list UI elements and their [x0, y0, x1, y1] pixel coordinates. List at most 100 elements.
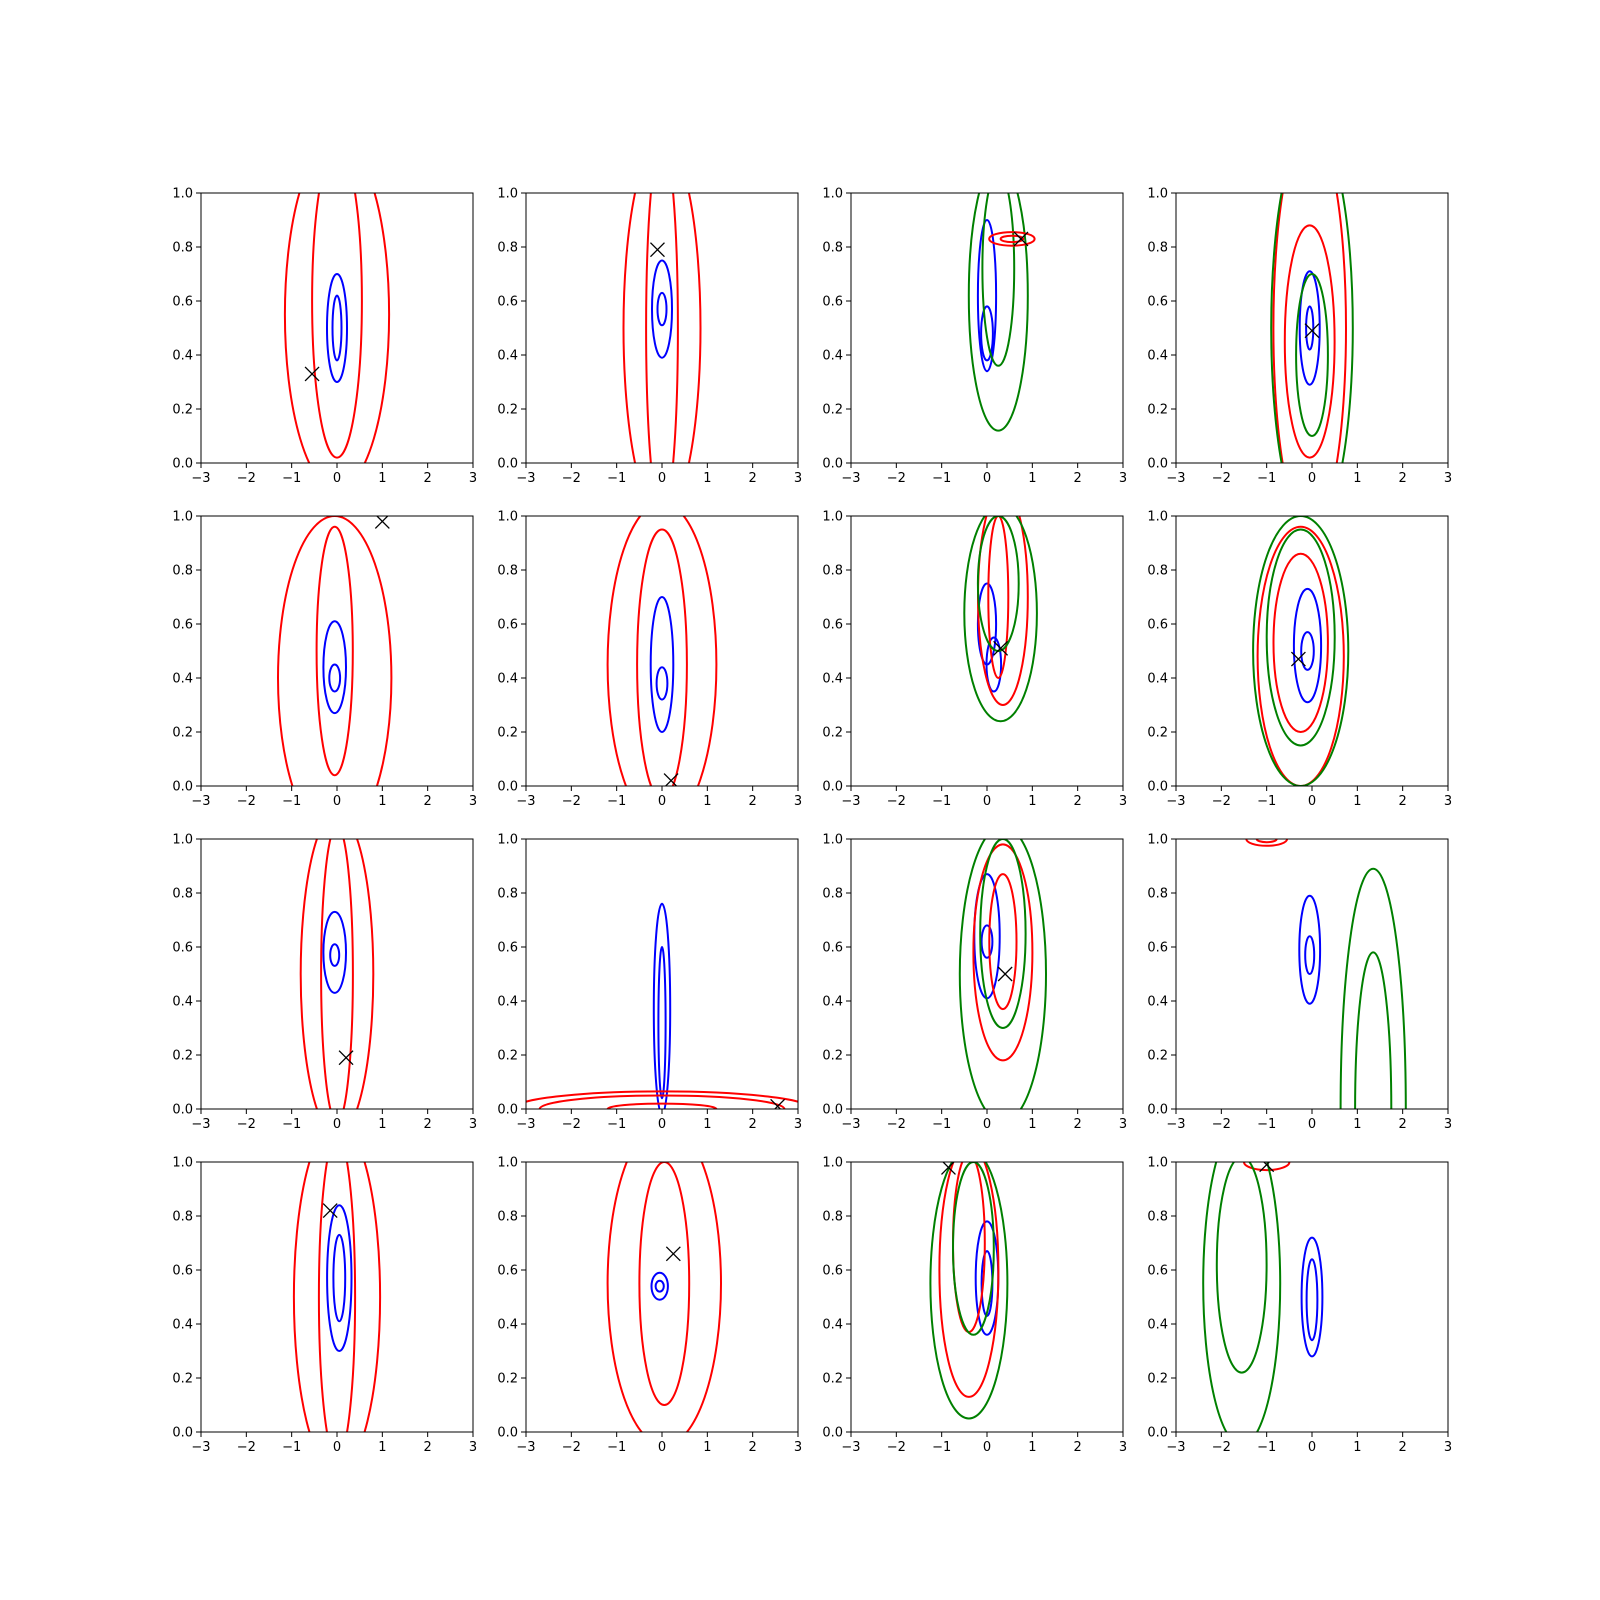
y-tick-label: 0.8 — [172, 564, 193, 579]
y-tick-label: 1.0 — [822, 510, 843, 525]
x-tick-label: −3 — [191, 471, 210, 486]
red-contour-3 — [606, 1162, 722, 1432]
contour-group — [963, 516, 1038, 723]
y-tick-label: 1.0 — [497, 1156, 518, 1171]
x-tick-label: −2 — [887, 471, 906, 486]
green-contour-4 — [1202, 1162, 1282, 1432]
x-tick-label: −2 — [237, 1117, 256, 1132]
x-tick-label: −1 — [1257, 471, 1276, 486]
x-tick-label: 1 — [1353, 1117, 1361, 1132]
y-tick-label: 1.0 — [1147, 1156, 1168, 1171]
x-marker — [1304, 323, 1320, 339]
x-tick-label: −3 — [1166, 1440, 1185, 1455]
y-tick-label: 1.0 — [172, 187, 193, 202]
green-contour-5 — [1252, 516, 1350, 786]
x-tick-label: −3 — [191, 1117, 210, 1132]
x-marker — [1013, 231, 1029, 247]
y-tick-label: 0.2 — [497, 403, 518, 418]
x-marker — [374, 516, 390, 529]
x-tick-label: 1 — [1028, 794, 1036, 809]
y-tick-label: 0.4 — [1147, 349, 1168, 364]
y-tick-label: 0.2 — [497, 1049, 518, 1064]
y-tick-label: 0.2 — [172, 1372, 193, 1387]
blue-contour-1 — [974, 1220, 1000, 1336]
y-tick-label: 0.6 — [172, 618, 193, 633]
x-marker-stroke — [1290, 651, 1306, 667]
x-marker-stroke — [941, 1162, 955, 1175]
y-tick-label: 0.2 — [1147, 1372, 1168, 1387]
x-tick-label: 0 — [983, 1440, 991, 1455]
y-tick-label: 0.6 — [1147, 1264, 1168, 1279]
x-tick-label: 0 — [983, 794, 991, 809]
x-tick-label: 0 — [333, 794, 341, 809]
subplot-4-4: −3 −2 −1 0 1 2 3 0.0 0.2 0.4 0.6 0.8 1.0 — [1147, 1156, 1452, 1456]
y-tick-label: 0.4 — [497, 995, 518, 1010]
x-tick-label: −1 — [607, 471, 626, 486]
y-tick-label: 0.8 — [497, 887, 518, 902]
x-tick-label: 2 — [749, 471, 757, 486]
x-tick-label: −1 — [1257, 794, 1276, 809]
y-tick-label: 1.0 — [497, 833, 518, 848]
x-tick-label: 1 — [703, 1117, 711, 1132]
x-marker — [665, 1246, 681, 1262]
contour-group — [1252, 516, 1350, 786]
contour-group — [606, 1162, 722, 1432]
y-tick-label: 1.0 — [822, 1156, 843, 1171]
x-tick-label: 0 — [983, 1117, 991, 1132]
contour-group — [1202, 1162, 1324, 1432]
contour-group — [277, 516, 393, 786]
x-tick-label: −1 — [282, 471, 301, 486]
y-tick-label: 0.8 — [497, 564, 518, 579]
red-contour-3 — [972, 843, 1034, 1062]
axes-frame — [200, 515, 474, 787]
x-tick-label: 1 — [703, 794, 711, 809]
subplot-2-4: −3 −2 −1 0 1 2 3 0.0 0.2 0.4 0.6 0.8 1.0 — [1147, 510, 1452, 810]
y-tick-label: 0.8 — [172, 241, 193, 256]
subplot-3-1: −3 −2 −1 0 1 2 3 0.0 0.2 0.4 0.6 0.8 1.0 — [172, 833, 477, 1133]
green-contour-6 — [976, 516, 1020, 652]
x-tick-label: 0 — [983, 471, 991, 486]
y-tick-label: 0.0 — [822, 1426, 843, 1441]
contour-group — [622, 193, 702, 463]
blue-contour-1 — [651, 259, 673, 359]
x-tick-label: −2 — [1212, 471, 1231, 486]
x-tick-label: 0 — [658, 1440, 666, 1455]
y-tick-label: 0.2 — [822, 1049, 843, 1064]
y-tick-label: 0.4 — [1147, 1318, 1168, 1333]
y-tick-label: 0.0 — [822, 1103, 843, 1118]
y-tick-label: 0.6 — [172, 1264, 193, 1279]
x-tick-label: 0 — [333, 1440, 341, 1455]
x-marker — [1259, 1162, 1275, 1173]
x-tick-label: 2 — [424, 794, 432, 809]
x-tick-label: −3 — [841, 1117, 860, 1132]
x-tick-label: 1 — [1353, 794, 1361, 809]
y-tick-label: 0.0 — [1147, 780, 1168, 795]
x-tick-label: −2 — [562, 794, 581, 809]
blue-contour-1 — [650, 1271, 669, 1301]
y-tick-label: 0.8 — [822, 1210, 843, 1225]
y-tick-label: 0.0 — [172, 1426, 193, 1441]
red-contour-3 — [606, 516, 718, 786]
x-tick-label: −1 — [932, 794, 951, 809]
x-tick-label: −1 — [282, 1117, 301, 1132]
x-tick-label: 2 — [749, 1117, 757, 1132]
x-tick-label: 3 — [469, 794, 477, 809]
red-contour-3 — [277, 516, 393, 786]
x-marker — [663, 773, 679, 786]
x-tick-label: 2 — [749, 794, 757, 809]
x-tick-label: 2 — [424, 1440, 432, 1455]
x-tick-label: −1 — [1257, 1440, 1276, 1455]
x-tick-label: 3 — [469, 1117, 477, 1132]
x-tick-label: −2 — [562, 1117, 581, 1132]
x-tick-label: −2 — [887, 1440, 906, 1455]
x-tick-label: −1 — [607, 794, 626, 809]
red-contour-5 — [988, 231, 1036, 247]
axes-frame — [1175, 192, 1449, 464]
y-tick-label: 0.0 — [497, 780, 518, 795]
x-tick-label: 1 — [703, 1440, 711, 1455]
subplot-1-4: −3 −2 −1 0 1 2 3 0.0 0.2 0.4 0.6 0.8 1.0 — [1147, 187, 1452, 487]
x-tick-label: −2 — [237, 471, 256, 486]
blue-contour-1 — [1292, 587, 1323, 704]
x-tick-label: 1 — [1028, 471, 1036, 486]
green-contour-5 — [929, 1162, 1009, 1420]
